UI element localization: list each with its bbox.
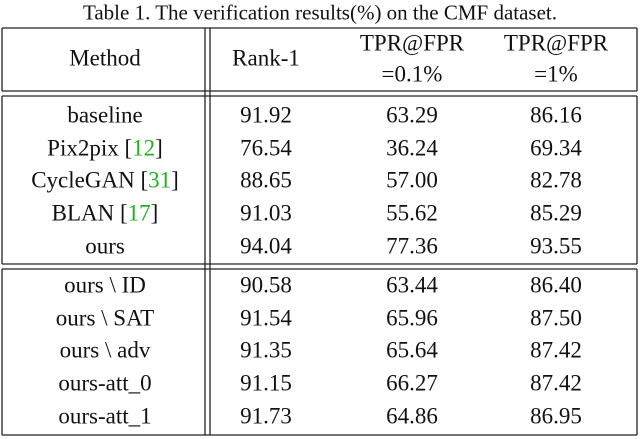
method-cell: CycleGAN [31] <box>31 167 179 193</box>
value-cell: 93.55 <box>530 233 582 259</box>
value-cell: 77.36 <box>386 233 438 259</box>
method-cell: ours-att_0 <box>58 370 152 396</box>
value-cell: 91.15 <box>240 370 292 396</box>
value-cell: 63.44 <box>386 272 438 298</box>
method-cell: baseline <box>67 102 143 128</box>
value-cell: 91.54 <box>240 305 292 331</box>
method-cell: BLAN [17] <box>51 200 159 226</box>
value-cell: 88.65 <box>240 167 292 193</box>
value-cell: 76.54 <box>240 135 292 161</box>
method-cell: ours \ adv <box>59 337 151 363</box>
value-cell: 55.62 <box>386 200 438 226</box>
method-cell: Pix2pix [12] <box>47 135 163 161</box>
value-cell: 85.29 <box>530 200 582 226</box>
value-cell: 86.40 <box>530 272 582 298</box>
value-cell: 86.16 <box>530 102 582 128</box>
value-cell: 86.95 <box>530 403 582 429</box>
value-cell: 64.86 <box>386 403 438 429</box>
value-cell: 87.42 <box>530 370 582 396</box>
header-cell: Method <box>69 45 141 71</box>
method-cell: ours \ SAT <box>55 305 155 331</box>
header-cell: TPR@FPR <box>359 30 465 56</box>
value-cell: 91.03 <box>240 200 292 226</box>
value-cell: 65.64 <box>386 337 438 363</box>
table-caption: Table 1. The verification results(%) on … <box>82 0 558 25</box>
value-cell: 36.24 <box>386 135 438 161</box>
value-cell: 90.58 <box>240 272 292 298</box>
value-cell: 65.96 <box>386 305 438 331</box>
value-cell: 91.73 <box>240 403 292 429</box>
value-cell: 91.92 <box>240 102 292 128</box>
value-cell: 87.42 <box>530 337 582 363</box>
value-cell: 94.04 <box>240 233 292 259</box>
header-cell: Rank-1 <box>232 45 300 71</box>
value-cell: 57.00 <box>386 167 438 193</box>
header-cell: TPR@FPR <box>503 30 609 56</box>
value-cell: 82.78 <box>530 167 582 193</box>
value-cell: 66.27 <box>386 370 438 396</box>
value-cell: 69.34 <box>530 135 582 161</box>
method-cell: ours <box>85 233 125 259</box>
value-cell: 87.50 <box>530 305 582 331</box>
method-cell: ours-att_1 <box>58 403 152 429</box>
header-cell: =1% <box>534 61 578 87</box>
value-cell: 91.35 <box>240 337 292 363</box>
header-cell: =0.1% <box>381 61 443 87</box>
value-cell: 63.29 <box>386 102 438 128</box>
method-cell: ours \ ID <box>64 272 146 298</box>
